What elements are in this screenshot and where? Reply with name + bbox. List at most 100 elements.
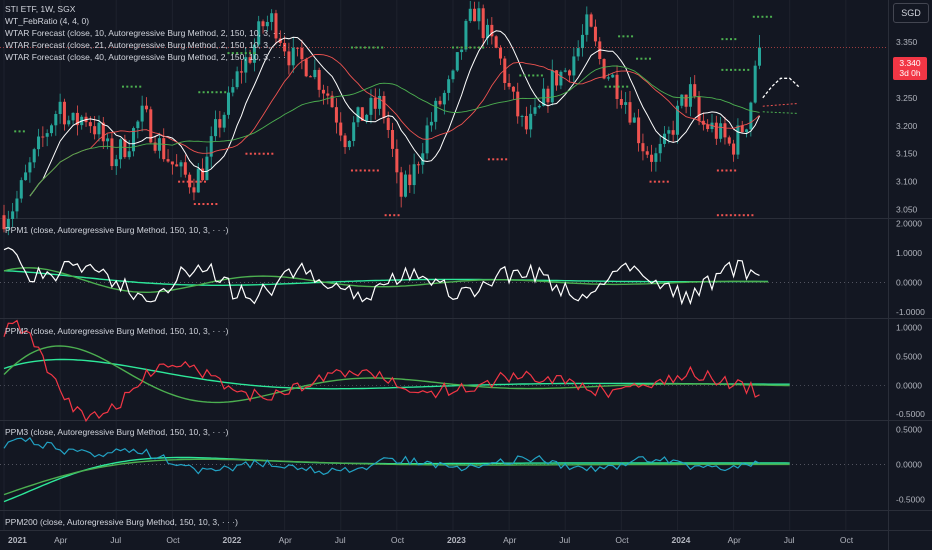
candle-body-60	[261, 21, 265, 27]
signal-dot-red-8	[725, 169, 728, 172]
candle-body-15	[67, 120, 71, 125]
signal-dot-red-8	[721, 169, 724, 172]
signal-dot-red-0	[204, 180, 207, 183]
signal-dot-green-7	[626, 85, 629, 88]
x-tick-1: Apr	[54, 535, 67, 545]
candle-body-163	[706, 124, 710, 130]
signal-dot-red-1	[206, 203, 209, 206]
candle-body-3	[15, 198, 19, 212]
candle-body-132	[572, 56, 576, 76]
candle-body-11	[49, 125, 53, 134]
candle-body-84	[365, 114, 369, 121]
candle-body-157	[680, 94, 684, 106]
signal-dot-green-8	[622, 35, 625, 38]
price-pane[interactable]	[0, 0, 888, 236]
signal-dot-red-8	[716, 169, 719, 172]
signal-dot-green-9	[644, 57, 647, 60]
signal-dot-red-3	[372, 169, 375, 172]
candle-body-102	[442, 92, 446, 105]
candle-body-8	[37, 136, 41, 150]
bar-countdown: 3d 0h	[899, 68, 921, 78]
x-tick-7: Oct	[391, 535, 405, 545]
x-tick-9: Apr	[503, 535, 516, 545]
y-tick-1-1: 1.0000	[896, 248, 922, 258]
signal-dot-green-4	[355, 46, 358, 49]
signal-dot-red-4	[388, 214, 391, 217]
signal-dot-red-6	[653, 180, 656, 183]
x-tick-15: Oct	[840, 535, 854, 545]
signal-dot-red-7	[721, 214, 724, 217]
candle-body-40	[175, 164, 179, 167]
signal-dot-red-6	[662, 180, 665, 183]
candle-body-48	[209, 136, 213, 157]
signal-dot-green-5	[482, 46, 485, 49]
forecast-mid-line	[762, 102, 799, 107]
signal-dot-green-11	[734, 68, 737, 71]
candle-body-146	[632, 117, 636, 123]
candle-body-47	[205, 156, 209, 181]
signal-dot-green-12	[761, 15, 764, 18]
ppm200-title[interactable]: PPM200 (close, Autoregressive Burg Metho…	[5, 517, 238, 527]
candle-body-99	[429, 121, 433, 126]
signal-dot-green-10	[725, 38, 728, 41]
candle-body-154	[667, 130, 671, 134]
signal-dot-green-4	[381, 46, 384, 49]
signal-dot-green-8	[626, 35, 629, 38]
candle-body-31	[136, 121, 140, 129]
indicator-label-0[interactable]: WT_FebRatio (4, 4, 0)	[5, 16, 90, 26]
signal-dot-green-12	[752, 15, 755, 18]
signal-dot-red-3	[350, 169, 353, 172]
currency-button[interactable]: SGD	[893, 3, 929, 23]
indicator-label-1[interactable]: WTAR Forecast (close, 10, Autoregressive…	[5, 28, 286, 38]
signal-dot-green-3	[244, 52, 247, 55]
signal-dot-red-3	[376, 169, 379, 172]
signal-dot-red-2	[249, 152, 252, 155]
candle-body-118	[511, 86, 515, 92]
signal-dot-red-3	[368, 169, 371, 172]
ppm2-title[interactable]: PPM2 (close, Autoregressive Burg Method,…	[5, 326, 229, 336]
ppm1-pane[interactable]	[0, 247, 888, 306]
candle-body-28	[123, 139, 127, 158]
candle-body-127	[550, 70, 554, 103]
candle-body-95	[412, 164, 416, 186]
y-tick-0-6: 3.100	[896, 177, 918, 187]
candle-body-87	[378, 95, 382, 109]
y-tick-0-5: 3.150	[896, 149, 918, 159]
ppm3-pane[interactable]	[0, 437, 888, 503]
ppm1-title[interactable]: PPM1 (close, Autoregressive Burg Method,…	[5, 225, 229, 235]
signal-dot-red-1	[198, 203, 201, 206]
candle-body-148	[641, 143, 645, 152]
signal-dot-red-7	[734, 214, 737, 217]
indicator-label-3[interactable]: WTAR Forecast (close, 40, Autoregressive…	[5, 52, 286, 62]
signal-dot-green-2	[211, 91, 214, 94]
candle-body-12	[54, 114, 58, 126]
x-tick-4: 2022	[222, 535, 241, 545]
candle-body-42	[183, 162, 187, 175]
indicator-label-2[interactable]: WTAR Forecast (close, 21, Autoregressive…	[5, 40, 286, 50]
signal-dot-green-6	[532, 74, 535, 77]
signal-dot-red-0	[195, 180, 198, 183]
forecast-fast-line	[762, 77, 800, 99]
candle-body-172	[745, 129, 749, 133]
signal-dot-red-1	[215, 203, 218, 206]
signal-dot-green-6	[523, 74, 526, 77]
candle-body-26	[114, 159, 118, 167]
ppm3-title[interactable]: PPM3 (close, Autoregressive Burg Method,…	[5, 427, 229, 437]
y-tick-1-0: 2.0000	[896, 218, 922, 228]
signal-dot-red-5	[505, 158, 508, 161]
signal-dot-green-10	[730, 38, 733, 41]
signal-dot-green-7	[621, 85, 624, 88]
signal-dot-green-0	[22, 130, 25, 133]
candle-body-27	[119, 139, 123, 160]
signal-dot-green-2	[206, 91, 209, 94]
candle-body-123	[533, 107, 537, 114]
candle-body-168	[727, 137, 731, 144]
candle-body-167	[723, 123, 727, 138]
ppm2-pane[interactable]	[0, 319, 888, 423]
forecast-slow-line	[762, 111, 799, 114]
y-tick-3-1: 0.0000	[896, 459, 922, 469]
candle-body-54	[235, 71, 239, 88]
ppm3-line	[3, 437, 760, 476]
candle-body-0	[2, 215, 6, 230]
